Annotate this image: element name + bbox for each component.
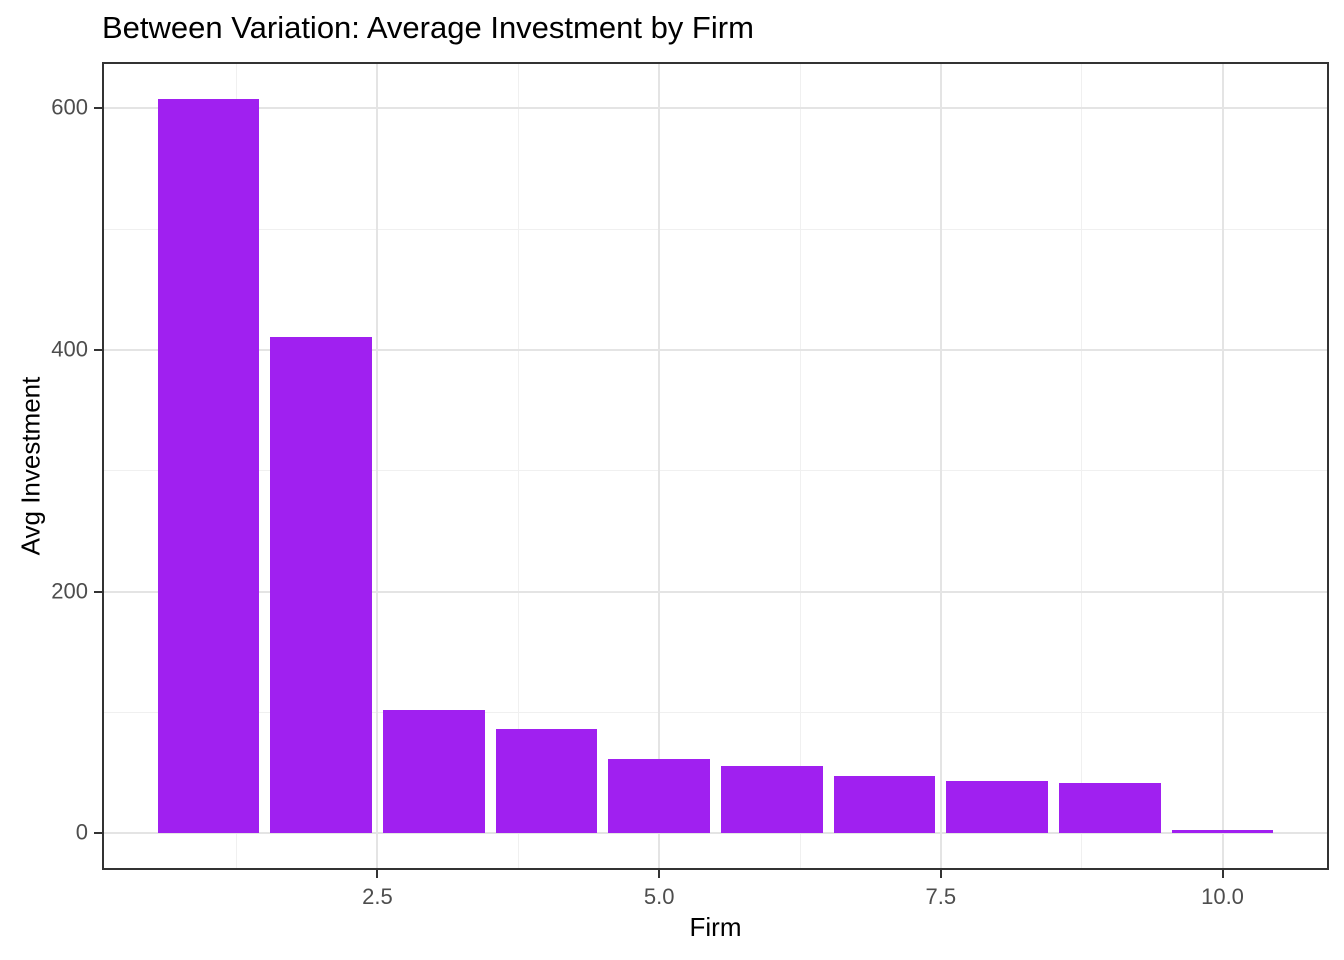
x-minor-gridline (799, 62, 801, 870)
x-tick-mark (658, 870, 661, 878)
x-tick-label: 2.5 (362, 884, 393, 909)
bar-firm-5 (608, 758, 710, 834)
x-major-gridline (939, 62, 942, 870)
x-major-gridline (1221, 62, 1224, 870)
x-tick-label: 5.0 (643, 884, 675, 909)
x-tick-mark (939, 870, 942, 878)
x-tick-mark (376, 870, 379, 878)
bar-firm-10 (1171, 829, 1274, 834)
y-tick-mark (94, 832, 102, 835)
x-tick-mark (1221, 870, 1224, 878)
x-minor-gridline (1081, 62, 1083, 870)
y-minor-gridline (102, 228, 1329, 230)
y-tick-label: 400 (51, 336, 88, 362)
y-tick-label: 0 (75, 819, 88, 845)
x-major-gridline (658, 62, 661, 870)
y-tick-mark (94, 349, 102, 352)
chart-title: Between Variation: Average Investment by… (102, 10, 754, 45)
y-tick-label: 200 (51, 578, 88, 604)
x-tick-label: 10.0 (1201, 884, 1244, 909)
x-tick-label: 7.5 (925, 884, 957, 909)
bar-firm-3 (383, 709, 485, 834)
x-major-gridline (376, 62, 379, 870)
y-tick-mark (94, 107, 102, 110)
y-tick-mark (94, 590, 102, 593)
plot-panel (102, 62, 1329, 870)
bar-firm-2 (270, 337, 372, 834)
y-tick-label: 600 (51, 94, 88, 120)
x-axis-title: Firm (689, 912, 742, 942)
bar-firm-7 (833, 775, 936, 834)
bar-firm-4 (495, 729, 598, 834)
y-major-gridline (102, 107, 1329, 110)
bar-firm-1 (157, 98, 260, 834)
bar-firm-6 (721, 766, 823, 834)
y-axis-title: Avg Investment (15, 376, 46, 556)
bar-firm-9 (1059, 782, 1161, 834)
bar-firm-8 (946, 781, 1048, 834)
